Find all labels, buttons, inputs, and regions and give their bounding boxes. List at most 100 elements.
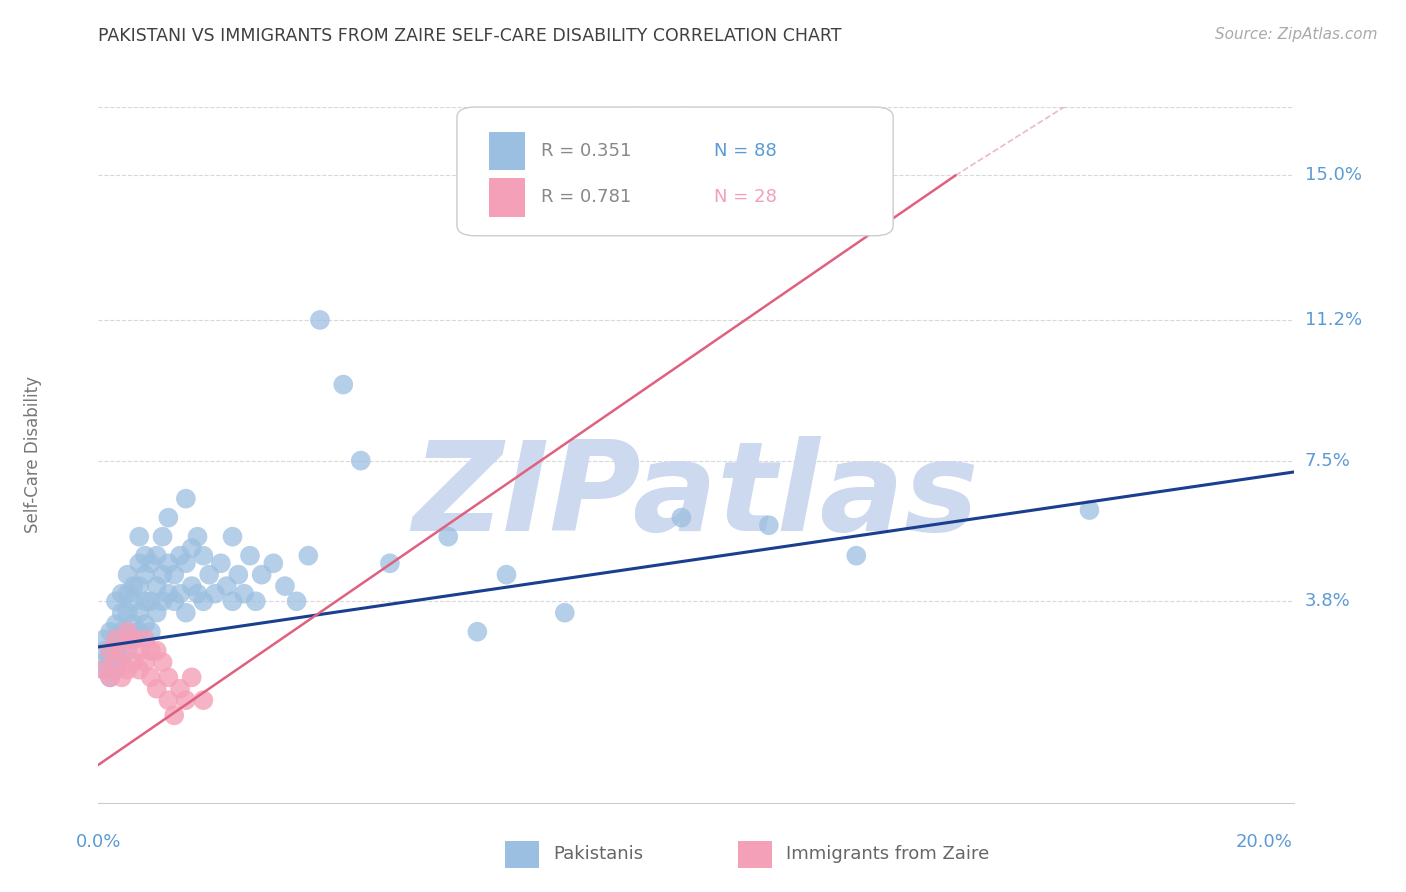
Point <box>134 655 156 669</box>
Point <box>122 655 145 669</box>
Point <box>104 632 127 647</box>
Point <box>117 644 139 658</box>
Point <box>128 644 150 658</box>
Point <box>93 663 115 677</box>
Point <box>139 594 162 608</box>
Point <box>145 549 167 563</box>
Point <box>104 617 127 632</box>
Point <box>104 663 127 677</box>
Point <box>174 556 197 570</box>
Text: N = 88: N = 88 <box>714 142 776 160</box>
Point <box>157 556 180 570</box>
Point <box>169 681 191 696</box>
Point <box>128 579 150 593</box>
Point <box>180 541 202 555</box>
FancyBboxPatch shape <box>738 841 772 868</box>
Point <box>128 663 150 677</box>
Point <box>139 624 162 639</box>
Point <box>145 644 167 658</box>
Point <box>186 587 208 601</box>
Point <box>139 556 162 570</box>
Point <box>139 670 162 684</box>
Point <box>163 567 186 582</box>
Point <box>262 556 284 570</box>
Point <box>245 594 267 608</box>
Point <box>117 587 139 601</box>
Point <box>169 587 191 601</box>
Point <box>186 530 208 544</box>
Point <box>157 510 180 524</box>
Text: 0.0%: 0.0% <box>76 833 121 851</box>
Text: PAKISTANI VS IMMIGRANTS FROM ZAIRE SELF-CARE DISABILITY CORRELATION CHART: PAKISTANI VS IMMIGRANTS FROM ZAIRE SELF-… <box>98 27 842 45</box>
Point <box>274 579 297 593</box>
Point <box>104 644 127 658</box>
Point <box>845 206 868 220</box>
FancyBboxPatch shape <box>489 132 524 170</box>
Text: 11.2%: 11.2% <box>1305 311 1362 329</box>
Point <box>152 530 174 544</box>
Point <box>117 663 139 677</box>
Point <box>134 632 156 647</box>
Text: Immigrants from Zaire: Immigrants from Zaire <box>786 845 990 863</box>
Point <box>297 549 319 563</box>
Point <box>93 644 115 658</box>
Text: ZIPatlas: ZIPatlas <box>413 436 979 558</box>
Text: 20.0%: 20.0% <box>1236 833 1292 851</box>
Point <box>174 606 197 620</box>
Point <box>134 549 156 563</box>
Point <box>128 556 150 570</box>
Point <box>93 663 115 677</box>
Text: 7.5%: 7.5% <box>1305 451 1351 469</box>
Point <box>104 594 127 608</box>
Point <box>152 594 174 608</box>
Point <box>163 708 186 723</box>
Point <box>250 567 273 582</box>
Point <box>111 655 134 669</box>
Point <box>134 617 156 632</box>
Point <box>215 579 238 593</box>
Text: 3.8%: 3.8% <box>1305 592 1350 610</box>
Point <box>93 655 115 669</box>
Point <box>221 530 243 544</box>
Point <box>134 594 156 608</box>
Point <box>117 624 139 639</box>
FancyBboxPatch shape <box>505 841 538 868</box>
Point <box>93 632 115 647</box>
Point <box>122 579 145 593</box>
Point <box>174 491 197 506</box>
Point <box>221 594 243 608</box>
FancyBboxPatch shape <box>489 178 524 217</box>
Point <box>134 567 156 582</box>
Text: Self-Care Disability: Self-Care Disability <box>24 376 42 533</box>
Point <box>157 693 180 707</box>
Text: R = 0.781: R = 0.781 <box>540 188 631 206</box>
Point <box>104 632 127 647</box>
FancyBboxPatch shape <box>457 107 893 235</box>
Point <box>228 567 250 582</box>
Point <box>180 670 202 684</box>
Point <box>122 594 145 608</box>
Point <box>378 556 401 570</box>
Point <box>98 624 121 639</box>
Point <box>111 587 134 601</box>
Point <box>495 567 517 582</box>
Point <box>152 567 174 582</box>
Point <box>128 530 150 544</box>
Point <box>145 579 167 593</box>
Point <box>1078 503 1101 517</box>
Point <box>117 624 139 639</box>
Point <box>169 549 191 563</box>
Point <box>157 587 180 601</box>
Point <box>350 453 373 467</box>
Text: Pakistanis: Pakistanis <box>554 845 644 863</box>
Point <box>98 644 121 658</box>
Point <box>174 693 197 707</box>
Point <box>111 606 134 620</box>
Point <box>128 606 150 620</box>
Point <box>239 549 262 563</box>
Point <box>145 606 167 620</box>
Point <box>117 567 139 582</box>
Point <box>139 644 162 658</box>
Point <box>193 693 215 707</box>
Point <box>98 670 121 684</box>
